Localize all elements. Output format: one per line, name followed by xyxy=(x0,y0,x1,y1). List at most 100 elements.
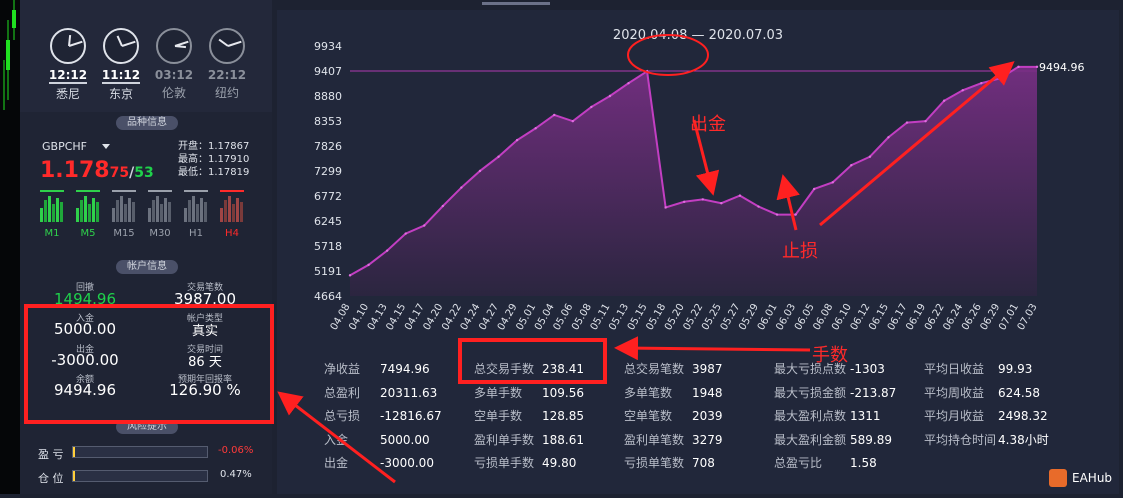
stat-label: 出金 xyxy=(324,456,349,470)
y-tick-label: 9934 xyxy=(314,40,342,53)
timeframe-m1[interactable]: M1 xyxy=(44,228,60,239)
symbol-dropdown-icon[interactable] xyxy=(102,144,110,149)
equity-point xyxy=(460,186,463,189)
stat-row: 空单笔数 2039 xyxy=(624,407,723,424)
y-tick-label: 8880 xyxy=(314,90,342,103)
clock-city: 纽约 xyxy=(214,86,239,100)
equity-point xyxy=(738,194,742,197)
stat-row: 平均月收益 2498.32 xyxy=(924,407,1048,424)
stat-row: 平均周收益 624.58 xyxy=(924,384,1040,401)
equity-point xyxy=(553,113,556,117)
stat-value: 5000.00 xyxy=(380,432,430,447)
equity-point xyxy=(534,127,537,130)
stat-row: 平均持仓时间 4.38小时 xyxy=(924,431,1049,448)
clock-time: 12:12 xyxy=(48,68,88,84)
stat-label: 亏损单笔数 xyxy=(624,456,685,470)
equity-point xyxy=(831,181,834,184)
open-price: 开盘：1.17867 xyxy=(178,141,250,152)
position-bar xyxy=(72,470,208,482)
equity-point xyxy=(515,138,519,142)
clock-city: 东京 xyxy=(108,87,133,101)
top-tab-indicator xyxy=(482,2,550,5)
timeframe-m30[interactable]: M30 xyxy=(149,228,171,239)
trade-time-value: 86 天 xyxy=(188,355,222,370)
clock-face-icon xyxy=(209,28,245,64)
price-bid-small: 75 xyxy=(109,165,130,181)
stat-row: 最大盈利点数 1311 xyxy=(774,407,881,424)
stat-label: 总亏损 xyxy=(324,409,361,423)
y-tick-label: 7826 xyxy=(314,140,342,153)
account-section-title: 帐户信息 xyxy=(116,260,178,274)
equity-point xyxy=(683,200,686,203)
equity-point xyxy=(441,204,445,208)
stat-value: 49.80 xyxy=(542,456,577,470)
equity-point xyxy=(590,105,593,109)
timeframe-m5[interactable]: M5 xyxy=(80,228,96,239)
equity-point xyxy=(850,164,853,167)
stat-label: 多单笔数 xyxy=(624,385,673,400)
account-highlight-box xyxy=(24,304,274,424)
stat-value: 589.89 xyxy=(850,432,892,447)
equity-point xyxy=(924,119,927,123)
y-tick-label: 8353 xyxy=(314,115,342,128)
mt4-chart-strip xyxy=(0,0,20,494)
clock-city: 伦敦 xyxy=(161,86,186,100)
equity-point xyxy=(757,205,760,208)
position-label: 仓 位 xyxy=(38,472,64,485)
deposit-label: 入金 xyxy=(75,314,94,324)
stat-label: 空单手数 xyxy=(474,409,523,423)
stat-value: -3000.00 xyxy=(380,456,434,470)
stat-row: 最大亏损点数 -1303 xyxy=(774,360,885,377)
stat-label: 总交易手数 xyxy=(474,362,535,376)
stat-row: 空单手数 128.85 xyxy=(474,407,584,424)
clock-time: 03:12 xyxy=(154,68,194,82)
clock-0: 12:12 悉尼 xyxy=(48,28,88,102)
y-tick-label: 7299 xyxy=(314,165,342,178)
stat-value: 2039 xyxy=(692,409,723,423)
price-main: 1.178 xyxy=(40,158,110,183)
stat-value: 1311 xyxy=(850,409,881,423)
symbol-name[interactable]: GBPCHF xyxy=(42,140,87,153)
stat-value: 2498.32 xyxy=(998,409,1048,423)
stat-row: 多单手数 109.56 xyxy=(474,384,584,401)
stat-value: 3279 xyxy=(692,432,723,447)
equity-area xyxy=(350,66,1037,296)
equity-point xyxy=(980,81,983,85)
stat-row: 多单笔数 1948 xyxy=(624,384,723,401)
stat-value: 7494.96 xyxy=(380,362,430,376)
stat-row: 总盈亏比 1.58 xyxy=(774,454,877,471)
stat-row: 亏损单手数 49.80 xyxy=(474,454,576,471)
equity-point xyxy=(720,202,723,205)
equity-point xyxy=(812,187,816,191)
equity-point xyxy=(385,249,389,252)
stat-row: 平均日收益 99.93 xyxy=(924,360,1032,377)
stat-row: 总亏损 -12816.67 xyxy=(324,407,442,424)
stat-value: 128.85 xyxy=(542,409,584,423)
left-panel: 12:12 悉尼 11:12 东京 03:12 伦敦 22:12 纽约 品种信息 GBPCHF… xyxy=(20,0,272,494)
stat-label: 盈利单手数 xyxy=(474,432,535,447)
timeframe-m15[interactable]: M15 xyxy=(113,228,135,239)
stat-row: 亏损单笔数 708 xyxy=(624,454,715,471)
stat-label: 最大亏损点数 xyxy=(774,362,847,376)
balance-label: 余额 xyxy=(75,375,94,385)
y-tick-label: 4664 xyxy=(314,290,342,303)
stat-label: 最大盈利点数 xyxy=(774,409,847,423)
chart-strip-candles xyxy=(3,0,16,110)
stat-value: 20311.63 xyxy=(380,385,438,400)
y-tick-label: 6245 xyxy=(314,215,342,228)
stat-row: 总交易手数 238.41 xyxy=(474,360,584,377)
equity-point xyxy=(775,213,779,216)
lots-annotation: 手数 xyxy=(812,345,848,366)
timeframe-h4[interactable]: H4 xyxy=(225,228,239,239)
tf-signal-bars xyxy=(148,190,172,222)
profit-value: -0.06% xyxy=(218,445,254,456)
timeframe-h1[interactable]: H1 xyxy=(189,228,203,239)
high-price: 最高：1.17910 xyxy=(178,154,250,165)
equity-point xyxy=(998,77,1002,80)
annual-return-value: 126.90 % xyxy=(169,381,241,399)
stat-value: -213.87 xyxy=(850,385,897,400)
world-clocks: 12:12 悉尼 11:12 东京 03:12 伦敦 22:12 纽约 xyxy=(20,0,272,112)
equity-point xyxy=(905,121,909,124)
clock-2: 03:12 伦敦 xyxy=(154,28,194,101)
equity-point xyxy=(627,81,630,85)
